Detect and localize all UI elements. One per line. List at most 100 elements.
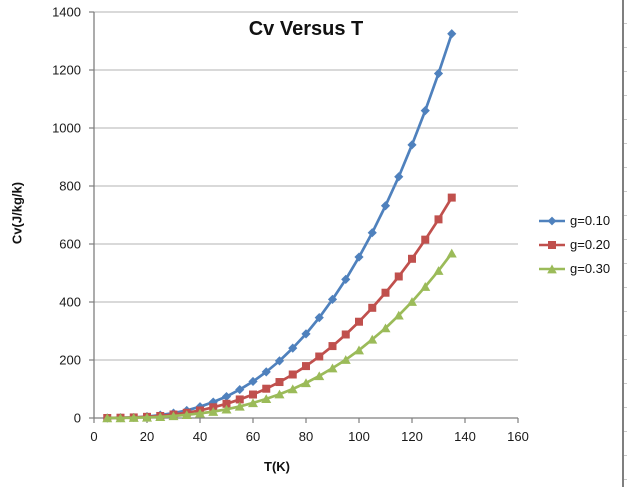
- marker-diamond-icon[interactable]: [261, 367, 271, 377]
- marker-diamond-icon[interactable]: [341, 274, 351, 284]
- marker-square-icon[interactable]: [222, 399, 231, 408]
- x-tick-label-40: 40: [193, 429, 207, 444]
- y-tick-label-1200: 1200: [52, 63, 81, 78]
- legend-item-g020[interactable]: g=0.20: [538, 232, 610, 256]
- y-tick-label-800: 800: [59, 179, 81, 194]
- x-tick-label-160: 160: [507, 429, 529, 444]
- marker-diamond-icon[interactable]: [301, 329, 311, 339]
- marker-square-icon[interactable]: [394, 272, 403, 281]
- y-tick-label-400: 400: [59, 295, 81, 310]
- marker-triangle-icon[interactable]: [155, 412, 166, 422]
- marker-triangle-icon[interactable]: [102, 413, 113, 423]
- legend-line-diamond-icon: [538, 214, 566, 226]
- worksheet-row-gridline-stubs: [624, 0, 627, 487]
- marker-triangle-icon[interactable]: [327, 363, 338, 373]
- marker-triangle-icon[interactable]: [380, 323, 391, 333]
- y-axis-title[interactable]: Cv(J/kg/k): [9, 181, 25, 245]
- marker-diamond-icon[interactable]: [221, 391, 232, 402]
- marker-diamond-icon[interactable]: [354, 252, 364, 262]
- marker-triangle-icon[interactable]: [195, 408, 205, 418]
- marker-triangle-icon[interactable]: [433, 266, 444, 275]
- marker-square-icon[interactable]: [434, 215, 443, 224]
- x-tick-label-100: 100: [348, 429, 370, 444]
- marker-square-icon[interactable]: [381, 288, 390, 297]
- marker-square-icon[interactable]: [302, 362, 310, 371]
- marker-triangle-icon[interactable]: [393, 310, 404, 320]
- series-markers-g=0.30[interactable]: [102, 248, 457, 423]
- marker-triangle-icon[interactable]: [142, 412, 152, 422]
- marker-triangle-icon[interactable]: [261, 394, 272, 404]
- marker-diamond-icon[interactable]: [288, 343, 298, 353]
- marker-diamond-icon[interactable]: [327, 294, 338, 304]
- y-tick-label-200: 200: [59, 353, 81, 368]
- marker-triangle-icon[interactable]: [128, 413, 139, 422]
- marker-diamond-icon[interactable]: [380, 201, 391, 211]
- marker-square-icon[interactable]: [249, 390, 257, 399]
- x-tick-label-20: 20: [140, 429, 154, 444]
- marker-triangle-icon[interactable]: [301, 378, 311, 388]
- marker-square-icon[interactable]: [262, 384, 271, 393]
- marker-square-icon[interactable]: [328, 342, 337, 351]
- x-tick-label-140: 140: [454, 429, 476, 444]
- x-tick-label-80: 80: [299, 429, 313, 444]
- marker-square-icon[interactable]: [447, 193, 456, 202]
- series-markers-g=0.20[interactable]: [103, 193, 456, 422]
- marker-square-icon[interactable]: [315, 352, 324, 361]
- marker-triangle-icon[interactable]: [221, 404, 232, 414]
- legend-item-g030[interactable]: g=0.30: [538, 256, 610, 280]
- legend-item-g010[interactable]: g=0.10: [538, 208, 610, 232]
- marker-triangle-icon[interactable]: [420, 282, 431, 291]
- marker-diamond-icon[interactable]: [433, 68, 444, 79]
- marker-triangle-icon[interactable]: [208, 407, 219, 416]
- marker-square-icon[interactable]: [421, 235, 430, 244]
- marker-square-icon[interactable]: [408, 254, 416, 263]
- y-tick-label-1000: 1000: [52, 121, 81, 136]
- marker-triangle-icon[interactable]: [168, 411, 179, 421]
- marker-triangle-icon[interactable]: [314, 371, 325, 381]
- marker-triangle-icon[interactable]: [446, 248, 457, 258]
- marker-square-icon[interactable]: [235, 395, 244, 404]
- legend-line-triangle-icon: [538, 262, 566, 274]
- marker-diamond-icon[interactable]: [394, 172, 404, 182]
- marker-diamond-icon[interactable]: [314, 313, 324, 323]
- marker-diamond-icon[interactable]: [235, 384, 245, 395]
- marker-triangle-icon[interactable]: [287, 384, 298, 394]
- legend-label-g010: g=0.10: [570, 212, 611, 228]
- y-tick-label-0: 0: [74, 411, 81, 426]
- legend-line-square-icon: [538, 238, 566, 250]
- marker-diamond-icon[interactable]: [274, 356, 285, 366]
- legend-label-g030: g=0.30: [570, 260, 611, 276]
- marker-square-icon[interactable]: [368, 303, 377, 312]
- marker-triangle-icon[interactable]: [274, 389, 285, 399]
- marker-diamond-icon[interactable]: [248, 376, 258, 387]
- series-markers-g=0.10[interactable]: [102, 29, 457, 423]
- legend-label-g020: g=0.20: [570, 236, 611, 252]
- marker-triangle-icon[interactable]: [234, 401, 245, 411]
- worksheet-edge-line: [622, 0, 624, 487]
- marker-diamond-icon[interactable]: [208, 397, 218, 407]
- marker-triangle-icon[interactable]: [340, 355, 351, 364]
- marker-triangle-icon[interactable]: [354, 345, 364, 355]
- marker-square-icon[interactable]: [355, 317, 363, 326]
- marker-square-icon[interactable]: [341, 330, 350, 339]
- marker-triangle-icon[interactable]: [367, 334, 378, 344]
- marker-triangle-icon[interactable]: [115, 413, 126, 423]
- marker-square-icon[interactable]: [288, 370, 297, 379]
- marker-diamond-icon[interactable]: [407, 140, 417, 150]
- marker-triangle-icon[interactable]: [181, 410, 192, 420]
- chart-legend[interactable]: g=0.10 g=0.20 g=0.30: [538, 208, 610, 280]
- y-tick-label-600: 600: [59, 237, 81, 252]
- x-tick-label-120: 120: [401, 429, 423, 444]
- x-tick-label-60: 60: [246, 429, 260, 444]
- marker-diamond-icon[interactable]: [420, 106, 430, 116]
- y-tick-label-1400: 1400: [52, 5, 81, 20]
- marker-triangle-icon[interactable]: [248, 398, 258, 408]
- marker-diamond-icon[interactable]: [367, 228, 377, 238]
- marker-triangle-icon[interactable]: [407, 297, 417, 306]
- marker-diamond-icon[interactable]: [447, 29, 457, 39]
- chart-title[interactable]: Cv Versus T: [248, 18, 364, 40]
- x-axis-title[interactable]: T(K): [264, 459, 290, 474]
- marker-square-icon[interactable]: [275, 378, 284, 387]
